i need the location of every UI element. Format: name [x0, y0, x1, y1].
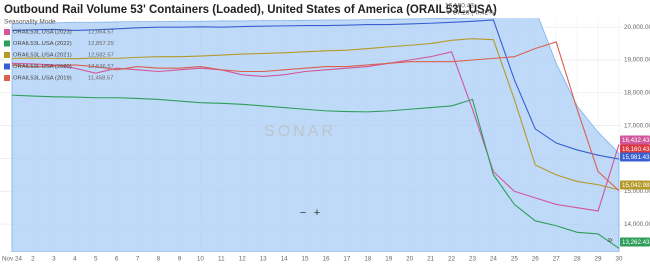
legend-swatch	[4, 75, 10, 81]
x-tick-label: 29	[595, 256, 603, 263]
x-tick-label: 16	[322, 256, 330, 263]
value-tag-label: 13,262.43	[622, 239, 650, 246]
value-tag: 16,432.43	[620, 135, 650, 145]
x-tick-label: 27	[553, 256, 561, 263]
legend-label: ORAIL53L.USA (2021)	[13, 53, 72, 59]
x-tick-label: 28	[574, 256, 582, 263]
legend-value: 12,857.29	[88, 41, 114, 47]
y-tick-label: 20,000.00	[624, 24, 650, 31]
x-tick-label: 2	[31, 256, 35, 263]
x-tick-label: 26	[532, 256, 540, 263]
legend-label: ORAIL53L.USA (2022)	[13, 41, 72, 47]
x-tick-label: 20	[406, 256, 414, 263]
value-tag-bg	[620, 152, 650, 162]
x-tick-label: 22	[448, 256, 456, 263]
x-tick-label: 24	[490, 256, 498, 263]
value-tag: 16,160.43	[620, 144, 650, 154]
value-tag-bg	[620, 144, 650, 154]
x-tick-label: 6	[115, 256, 119, 263]
x-tick-label: 14	[281, 256, 289, 263]
x-tick-label: 4	[73, 256, 77, 263]
x-tick-label: 11	[218, 256, 225, 263]
zoom-in[interactable]: +	[314, 207, 320, 219]
x-tick-label: Nov 24	[2, 256, 22, 263]
legend-label: ORAIL53L.USA (2019)	[13, 76, 72, 82]
x-tick-label: 9	[178, 256, 182, 263]
value-tag-label: 15,981.43	[622, 154, 650, 161]
x-tick-label: 25	[511, 256, 519, 263]
legend-label: ORAIL53L.USA (2020)	[13, 64, 72, 70]
x-tick-label: 17	[343, 256, 351, 263]
series-line	[11, 38, 620, 191]
legend-swatch	[4, 63, 10, 70]
x-tick-label: 15	[302, 256, 310, 263]
value-tag-bg	[620, 237, 650, 247]
legend-swatch	[4, 40, 10, 47]
value-tag-label: 16,160.43	[622, 146, 650, 153]
value-tag-label: 16,432.43	[622, 137, 650, 144]
legend-label: ORAIL53L.USA (2023)	[13, 30, 72, 36]
legend-value: 12,582.57	[88, 53, 114, 59]
x-tick-label: 3	[52, 256, 56, 263]
value-tag: 15,042.98	[620, 180, 650, 190]
x-tick-label: 5	[94, 256, 98, 263]
legend-value: 11,458.57	[88, 76, 113, 82]
value-tag-bg	[620, 180, 650, 190]
y-tick-label: 19,000.00	[624, 57, 650, 64]
x-tick-label: 10	[197, 256, 205, 263]
last-value: 16,160.43	[445, 3, 474, 10]
y-tick-label: 14,000.00	[624, 221, 650, 228]
x-tick-label: 18	[364, 256, 372, 263]
x-tick-label: 12	[239, 256, 247, 263]
value-tag-bg	[620, 135, 650, 145]
legend-value: 12,536.57	[88, 64, 114, 70]
x-tick-label: 13	[260, 256, 268, 263]
watermark: SONAR	[264, 123, 336, 140]
y-tick-label: 15,000.00	[624, 188, 650, 195]
legend-swatch	[4, 29, 10, 35]
chart-title: Outbound Rail Volume 53' Containers (Loa…	[4, 4, 497, 16]
change: ▼ 87.28 (-0.42%)	[445, 10, 496, 17]
x-tick-label: 19	[385, 256, 393, 263]
area	[11, 18, 620, 252]
x-tick-label: 8	[157, 256, 161, 263]
series-line	[11, 94, 620, 249]
value-tag: 13,262.43	[620, 237, 650, 247]
x-tick-label: 30	[615, 256, 623, 263]
legend-value: 12,064.57	[88, 30, 114, 36]
x-tick-label: 7	[136, 256, 140, 263]
value-tag-label: 15,042.98	[622, 182, 650, 189]
scroll-right[interactable]: »	[607, 235, 613, 246]
x-tick-label: 21	[427, 256, 435, 263]
zoom-out[interactable]: −	[300, 207, 306, 219]
x-tick-label: 23	[469, 256, 477, 263]
y-tick-label: 18,000.00	[624, 89, 650, 96]
mode-label[interactable]: Seasonality Mode	[4, 19, 56, 26]
series-line	[11, 41, 620, 192]
value-tag: 15,981.43	[620, 152, 650, 162]
zoom-controls: − + »	[300, 207, 613, 246]
y-tick-label: 17,000.00	[624, 122, 650, 129]
series-line	[11, 19, 620, 160]
legend-swatch	[4, 52, 10, 58]
